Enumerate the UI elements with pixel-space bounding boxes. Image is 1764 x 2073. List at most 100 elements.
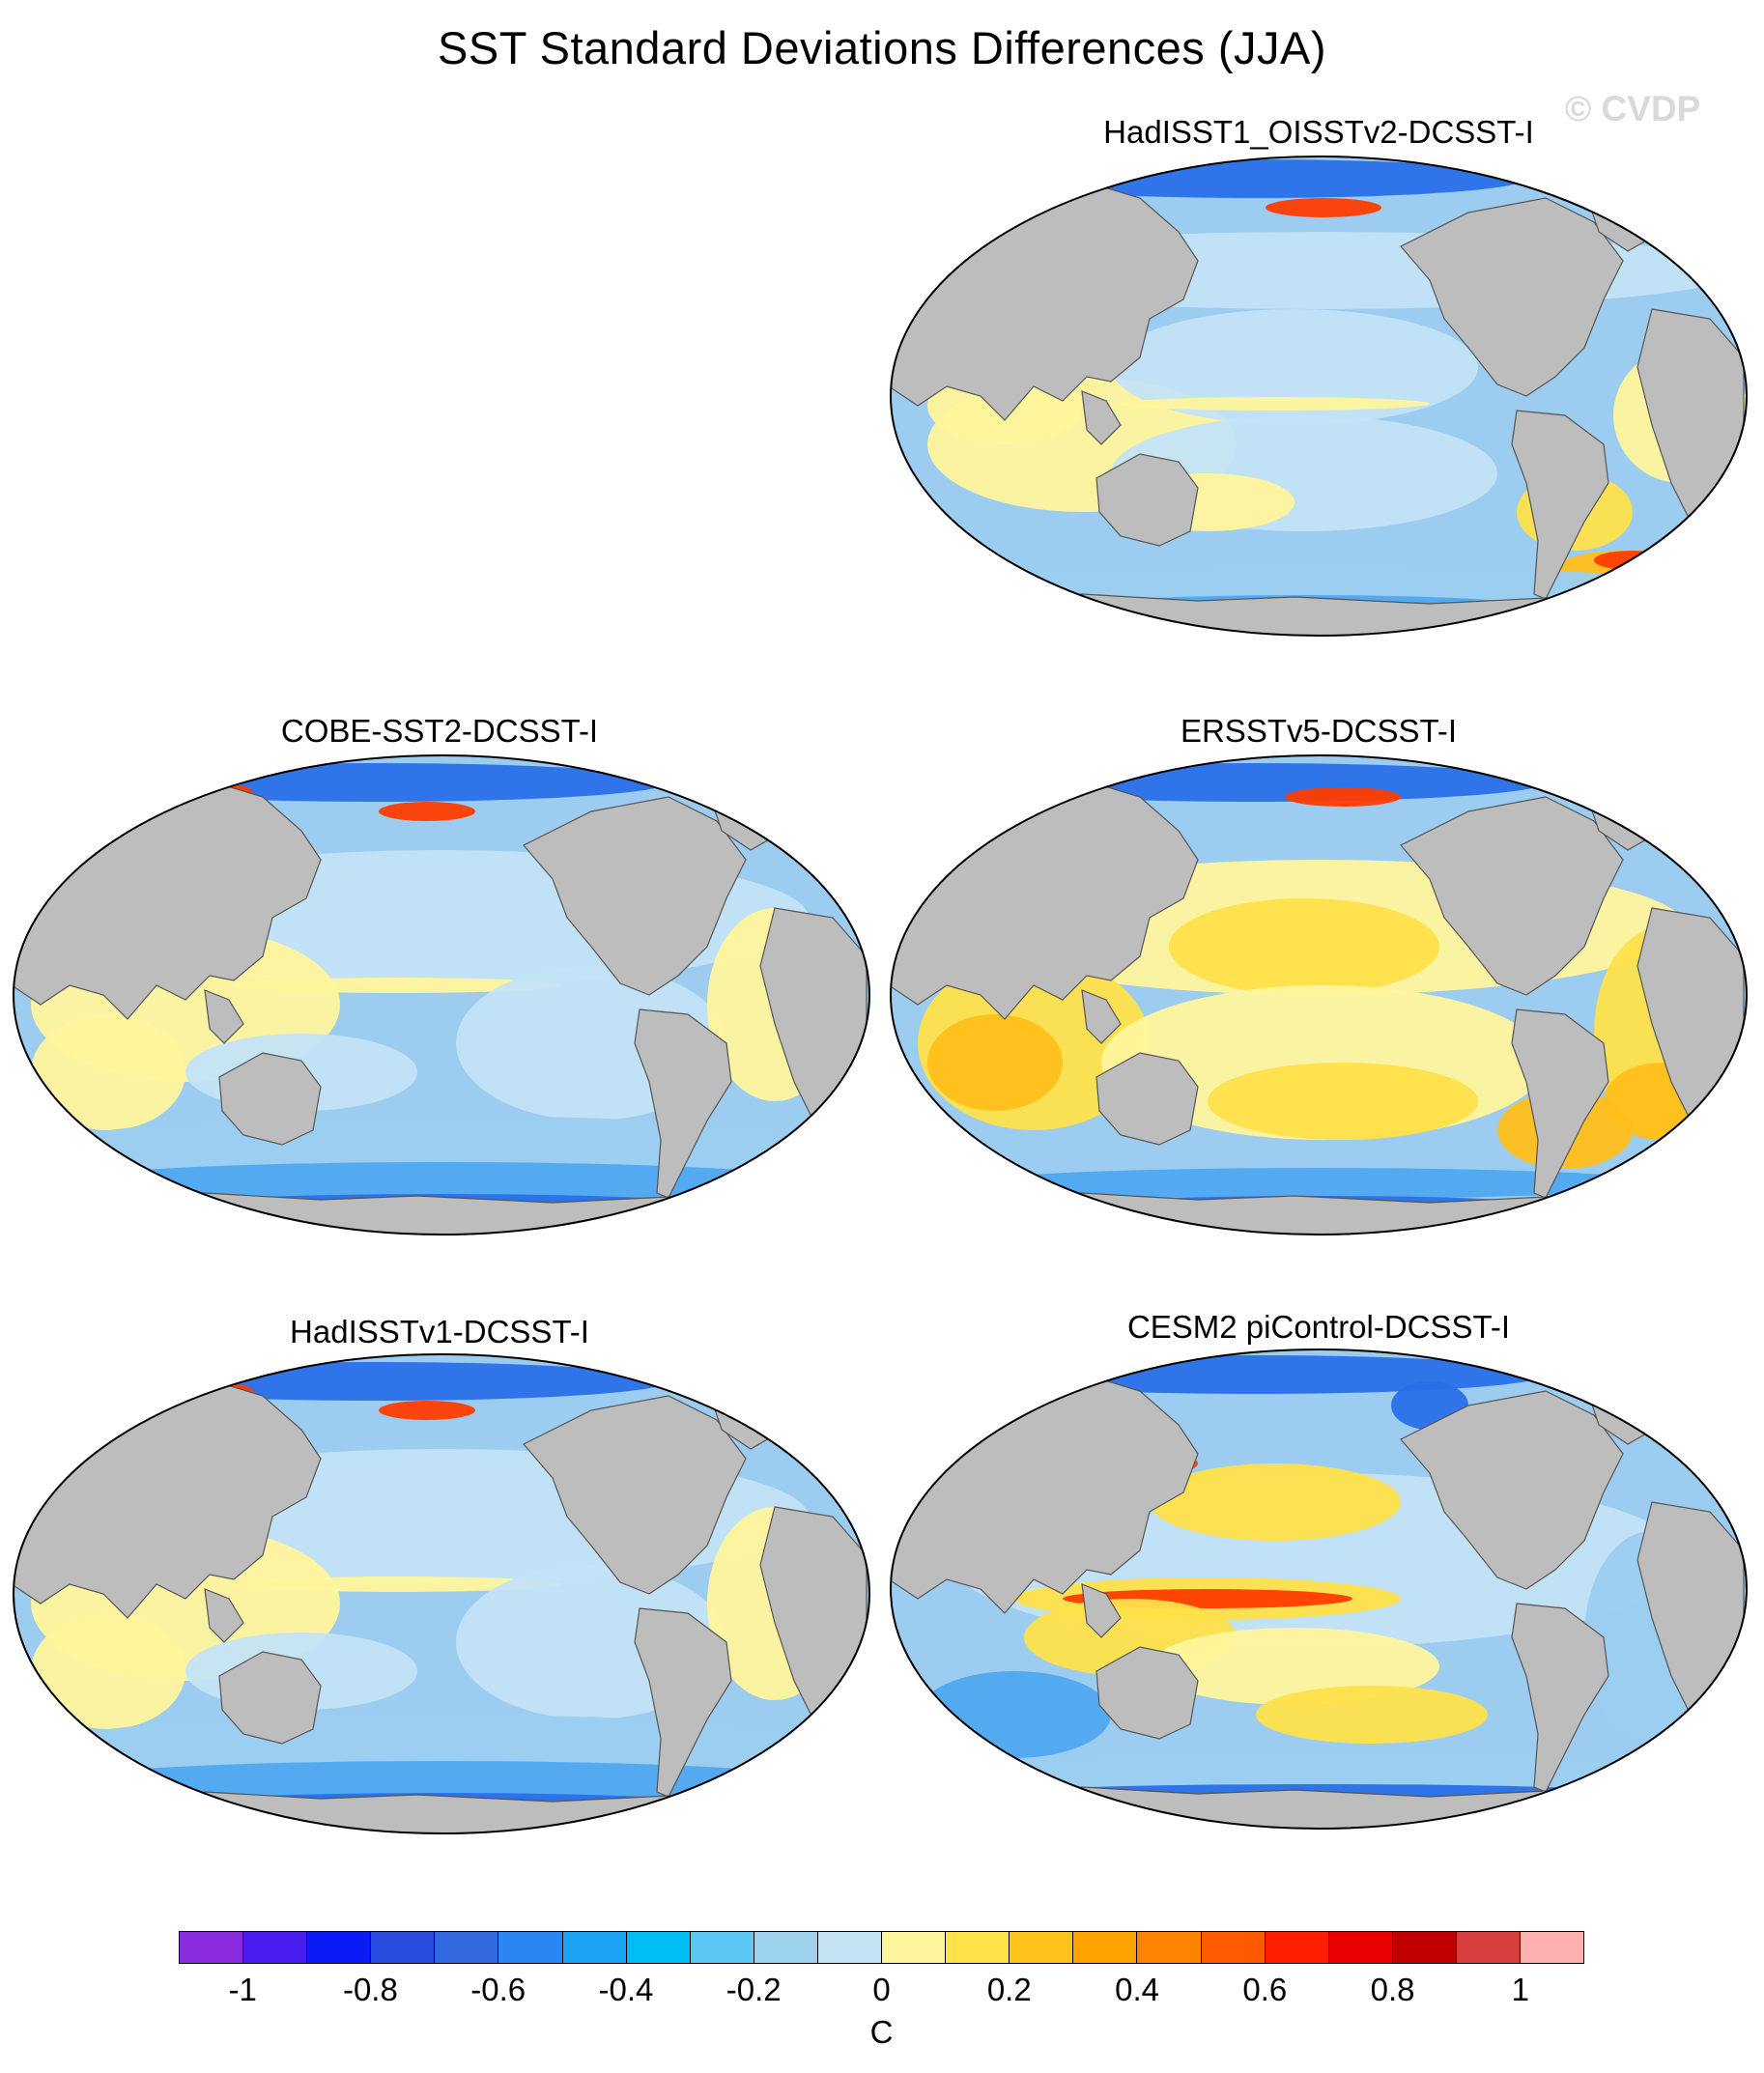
sst-anomaly-patch: [234, 978, 562, 993]
sst-anomaly-patch: [1208, 1063, 1478, 1140]
panel-title-cobe-sst2: COBE-SST2-DCSST-I: [280, 713, 599, 749]
colorbar-swatch: [561, 1932, 626, 1963]
sst-anomaly-patch: [1169, 898, 1439, 995]
sst-anomaly-patch: [31, 1014, 185, 1130]
colorbar-swatch: [881, 1932, 946, 1963]
land-australia: [218, 1052, 322, 1146]
colorbar-tick-label: 0.8: [1370, 1972, 1415, 2007]
sst-anomaly-patch: [379, 1401, 475, 1420]
colorbar-ticks: -1 -0.8 -0.6 -0.4 -0.2 0 0.2 0.4 0.6 0.8 1: [179, 1964, 1584, 2012]
colorbar-swatch: [1009, 1932, 1073, 1963]
colorbar-swatch: [1327, 1932, 1392, 1963]
sst-anomaly-patch: [55, 1761, 828, 1803]
colorbar-tick-label: -0.2: [726, 1972, 782, 2007]
colorbar-swatches: [179, 1931, 1584, 1964]
sst-anomaly-patch: [952, 1751, 1686, 1794]
land-northam: [1400, 197, 1624, 397]
colorbar-swatch: [1519, 1932, 1584, 1963]
land-antarctica: [14, 1192, 869, 1235]
colorbar-swatch: [180, 1932, 243, 1963]
sst-anomaly-patch: [1111, 309, 1478, 425]
colorbar-swatch: [1136, 1932, 1201, 1963]
colorbar-swatch: [753, 1932, 817, 1963]
map-outline: [13, 1353, 870, 1834]
land-australia: [1095, 1646, 1199, 1740]
colorbar-swatch: [1391, 1932, 1456, 1963]
panel-title-hadisst1-oisstv2: HadISST1_OISSTv2-DCSST-I: [1103, 114, 1534, 150]
colorbar-swatch: [625, 1932, 690, 1963]
land-seasia: [204, 1588, 244, 1643]
land-northam: [1400, 1390, 1624, 1590]
colorbar-swatch: [1264, 1932, 1328, 1963]
sst-anomaly-patch: [1150, 1463, 1401, 1541]
map-panel-cobe-sst2: [12, 753, 871, 1236]
sst-anomaly-patch: [1594, 551, 1671, 570]
sst-anomaly-patch: [1121, 397, 1430, 411]
sst-anomaly-patch: [985, 159, 1526, 198]
sst-anomaly-patch: [1633, 1381, 1691, 1430]
colorbar-tick-label: 0.6: [1242, 1972, 1288, 2007]
land-australia: [218, 1651, 322, 1745]
world-map: [890, 754, 1748, 1235]
land-antarctica: [891, 1192, 1747, 1235]
map-panel-ersstv5: [889, 753, 1749, 1236]
sst-anomaly-patch: [1633, 778, 1691, 836]
colorbar-swatch: [945, 1932, 1010, 1963]
colorbar-tick-label: -1: [228, 1972, 257, 2007]
land-antarctica: [891, 593, 1747, 636]
sst-anomaly-patch: [966, 1355, 1546, 1394]
colorbar-swatch: [689, 1932, 754, 1963]
map-outline: [13, 754, 870, 1235]
map-outline: [890, 156, 1748, 637]
sst-anomaly-patch: [985, 776, 1082, 799]
land-southam: [1511, 1603, 1609, 1793]
colorbar-swatch: [816, 1932, 882, 1963]
world-map: [13, 754, 870, 1235]
land-northam: [523, 796, 747, 996]
panel-title-cesm2-picontrol: CESM2 piControl-DCSST-I: [1126, 1309, 1511, 1345]
land-northam: [1400, 796, 1624, 996]
colorbar-swatch: [370, 1932, 435, 1963]
world-map: [13, 1353, 870, 1834]
land-southam: [634, 1607, 732, 1798]
sst-anomaly-patch: [379, 802, 475, 821]
land-southam: [634, 1008, 732, 1199]
map-panel-cesm2-picontrol: [889, 1348, 1749, 1831]
world-map: [890, 1349, 1748, 1830]
sst-anomaly-patch: [234, 1576, 562, 1592]
colorbar-tick-label: -0.4: [598, 1972, 654, 2007]
sst-anomaly-patch: [55, 1162, 828, 1205]
sst-anomaly-patch: [1150, 1628, 1439, 1705]
colorbar-tick-label: 0.4: [1115, 1972, 1159, 2007]
land-australia: [1095, 1052, 1199, 1146]
land-seasia: [204, 989, 244, 1044]
panel-title-ersstv5: ERSSTv5-DCSST-I: [1180, 713, 1458, 749]
land-northam: [523, 1395, 747, 1595]
colorbar: -1 -0.8 -0.6 -0.4 -0.2 0 0.2 0.4 0.6 0.8 1: [179, 1931, 1584, 2012]
colorbar-swatch: [306, 1932, 371, 1963]
cvdp-watermark: © CVDP: [1565, 89, 1701, 128]
colorbar-unit: C: [869, 2014, 894, 2050]
sst-anomaly-patch: [927, 1014, 1063, 1111]
sst-anomaly-patch: [1256, 1686, 1488, 1744]
land-seasia: [1081, 1583, 1122, 1638]
sst-anomaly-patch: [966, 565, 1662, 604]
colorbar-tick-label: 0.2: [986, 1972, 1032, 2007]
land-southam: [1511, 410, 1609, 600]
land-australia: [1095, 453, 1199, 547]
land-seasia: [1081, 390, 1122, 445]
land-antarctica: [891, 1786, 1747, 1829]
land-seasia: [1081, 989, 1122, 1044]
colorbar-tick-label: 0: [872, 1972, 891, 2007]
sst-anomaly-patch: [1285, 787, 1401, 807]
sst-anomaly-patch: [31, 1613, 185, 1729]
map-panel-hadisst1-oisstv2: [889, 155, 1749, 638]
land-antarctica: [14, 1791, 869, 1833]
world-map: [890, 156, 1748, 637]
colorbar-tick-label: 1: [1511, 1972, 1530, 2007]
sst-anomaly-patch: [918, 1671, 1111, 1758]
figure-title: SST Standard Deviations Differences (JJA…: [438, 22, 1326, 73]
colorbar-swatch: [242, 1932, 307, 1963]
sst-anomaly-patch: [1266, 198, 1381, 217]
map-outline: [890, 1349, 1748, 1830]
